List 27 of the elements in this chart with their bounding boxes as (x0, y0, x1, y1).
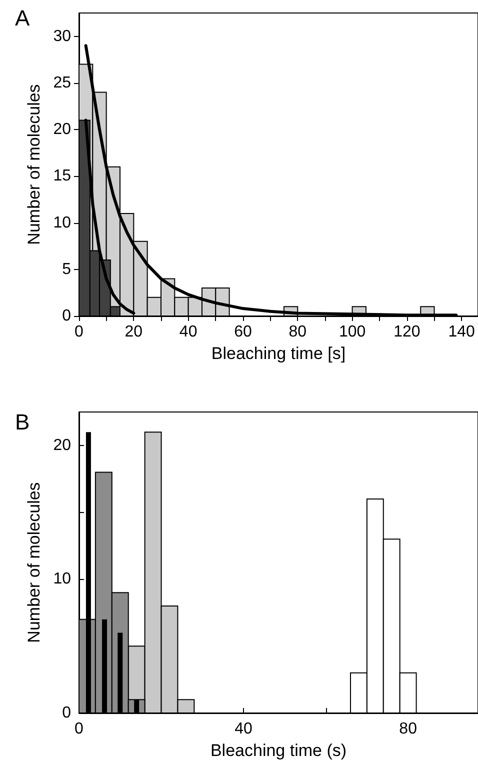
y-tick-label: 20 (53, 121, 72, 138)
x-tick-label: 20 (124, 324, 143, 340)
y-tick-label: 20 (53, 436, 72, 454)
y-tick-label: 30 (53, 28, 72, 45)
y-tick-label: 5 (62, 260, 72, 278)
x-axis-title: Bleaching time (s) (210, 740, 347, 760)
x-tick-label: 0 (74, 324, 84, 340)
y-tick-label: 0 (62, 308, 72, 324)
x-tick-label: 140 (448, 324, 476, 340)
x-tick-label: 60 (234, 324, 252, 340)
x-tick-label: 40 (234, 720, 253, 738)
y-axis-title: Number of molecules (24, 84, 44, 245)
x-tick-label: 80 (399, 720, 418, 738)
y-tick-label: 25 (53, 74, 72, 92)
x-tick-label: 0 (74, 720, 84, 738)
chart-title: A (15, 6, 30, 30)
x-tick-label: 40 (179, 324, 198, 340)
x-tick-label: 100 (338, 324, 366, 340)
x-axis-title: Bleaching time [s] (211, 344, 346, 363)
y-tick-label: 10 (53, 570, 72, 588)
y-tick-label: 15 (53, 168, 72, 185)
x-tick-label: 80 (288, 324, 307, 340)
x-tick-label: 120 (394, 324, 420, 340)
y-axis-title: Number of molecules (24, 482, 44, 643)
chart-title: B (15, 410, 30, 434)
y-tick-label: 10 (53, 214, 72, 232)
y-tick-label: 0 (62, 704, 72, 722)
